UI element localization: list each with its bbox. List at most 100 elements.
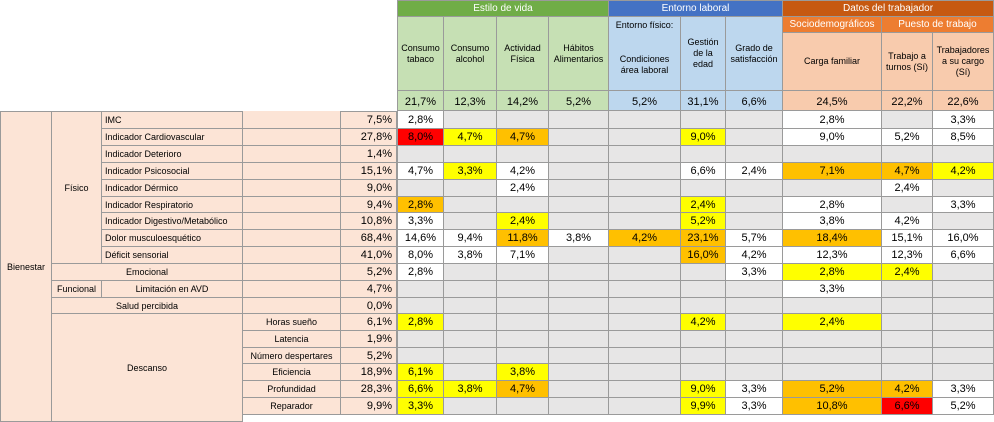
column-header: Trabajadores a su cargo (Sí) [933, 33, 994, 91]
value-cell [726, 129, 783, 146]
row-label: Dolor musculoesquético [102, 230, 243, 247]
value-cell [444, 298, 497, 314]
category-label: Físico [52, 111, 102, 264]
value-cell [609, 197, 681, 213]
value-cell: 16,0% [933, 230, 994, 247]
column-percentage: 22,6% [933, 91, 994, 111]
value-cell [933, 331, 994, 348]
value-cell: 4,2% [497, 163, 549, 180]
value-cell [609, 398, 681, 415]
value-cell [726, 364, 783, 381]
value-cell [933, 264, 994, 281]
value-cell [549, 129, 609, 146]
value-cell: 3,8% [497, 364, 549, 381]
value-cell [497, 331, 549, 348]
value-cell [549, 364, 609, 381]
value-cell [681, 281, 726, 298]
value-cell [549, 146, 609, 163]
value-cell [882, 281, 933, 298]
column-percentage: 21,7% [397, 91, 444, 111]
value-cell: 4,2% [933, 163, 994, 180]
value-cell: 5,2% [783, 381, 882, 398]
column-header: Actividad Física [497, 17, 549, 91]
value-cell [933, 364, 994, 381]
value-cell [549, 111, 609, 129]
value-cell: 16,0% [681, 247, 726, 264]
row-total: 15,1% [341, 163, 397, 180]
column-percentage: 14,2% [497, 91, 549, 111]
value-cell [882, 146, 933, 163]
column-percentage: 12,3% [444, 91, 497, 111]
value-cell [609, 146, 681, 163]
value-cell [397, 146, 444, 163]
value-cell: 4,7% [444, 129, 497, 146]
group-header: Datos del trabajador [783, 0, 994, 17]
value-cell: 4,7% [882, 163, 933, 180]
value-cell [609, 348, 681, 364]
column-percentage: 6,6% [726, 91, 783, 111]
value-cell [444, 264, 497, 281]
row-spacer [243, 163, 341, 180]
value-cell: 2,4% [497, 180, 549, 197]
value-cell [726, 348, 783, 364]
column-header: Trabajo a turnos (Sí) [882, 33, 933, 91]
value-cell [397, 331, 444, 348]
value-cell: 3,3% [726, 398, 783, 415]
column-header-label: Carga familiar [803, 56, 861, 66]
row-label: Indicador Psicosocial [102, 163, 243, 180]
row-label: Indicador Respiratorio [102, 197, 243, 213]
value-cell [497, 281, 549, 298]
value-cell [726, 213, 783, 230]
row-spacer [243, 129, 341, 146]
value-cell [497, 146, 549, 163]
value-cell [549, 331, 609, 348]
row-label: Emocional [52, 264, 243, 281]
value-cell [681, 331, 726, 348]
value-cell: 2,4% [882, 264, 933, 281]
row-label: Número despertares [243, 348, 341, 364]
value-cell [726, 281, 783, 298]
value-cell [549, 163, 609, 180]
value-cell: 11,8% [497, 230, 549, 247]
value-cell: 2,8% [397, 111, 444, 129]
value-cell: 9,0% [681, 129, 726, 146]
value-cell [681, 348, 726, 364]
value-cell [933, 281, 994, 298]
value-cell: 2,8% [783, 264, 882, 281]
value-cell [609, 111, 681, 129]
row-total: 18,9% [341, 364, 397, 381]
value-cell: 10,8% [783, 398, 882, 415]
value-cell [726, 146, 783, 163]
column-percentage: 24,5% [783, 91, 882, 111]
column-header-label: Trabajadores a su cargo (Sí) [936, 45, 990, 77]
value-cell: 3,3% [444, 163, 497, 180]
row-label: Horas sueño [243, 314, 341, 331]
column-header: Consumo tabaco [397, 17, 444, 91]
value-cell: 9,0% [681, 381, 726, 398]
value-cell [726, 331, 783, 348]
row-label: Indicador Deterioro [102, 146, 243, 163]
value-cell [882, 298, 933, 314]
column-percentage: 5,2% [549, 91, 609, 111]
row-label: Indicador Cardiovascular [102, 129, 243, 146]
value-cell [444, 398, 497, 415]
row-total: 7,5% [341, 111, 397, 129]
value-cell [933, 348, 994, 364]
category-label: Funcional [52, 281, 102, 298]
value-cell [882, 111, 933, 129]
value-cell [882, 331, 933, 348]
value-cell: 2,8% [397, 314, 444, 331]
value-cell: 5,2% [933, 398, 994, 415]
row-total: 9,9% [341, 398, 397, 415]
value-cell: 2,8% [783, 111, 882, 129]
column-header: Consumo alcohol [444, 17, 497, 91]
value-cell: 4,2% [882, 381, 933, 398]
value-cell: 7,1% [783, 163, 882, 180]
row-label: Indicador Digestivo/Metabólico [102, 213, 243, 230]
row-spacer [243, 281, 341, 298]
row-total: 41,0% [341, 247, 397, 264]
value-cell: 4,7% [397, 163, 444, 180]
row-total: 5,2% [341, 264, 397, 281]
value-cell: 5,2% [882, 129, 933, 146]
value-cell: 3,3% [933, 111, 994, 129]
